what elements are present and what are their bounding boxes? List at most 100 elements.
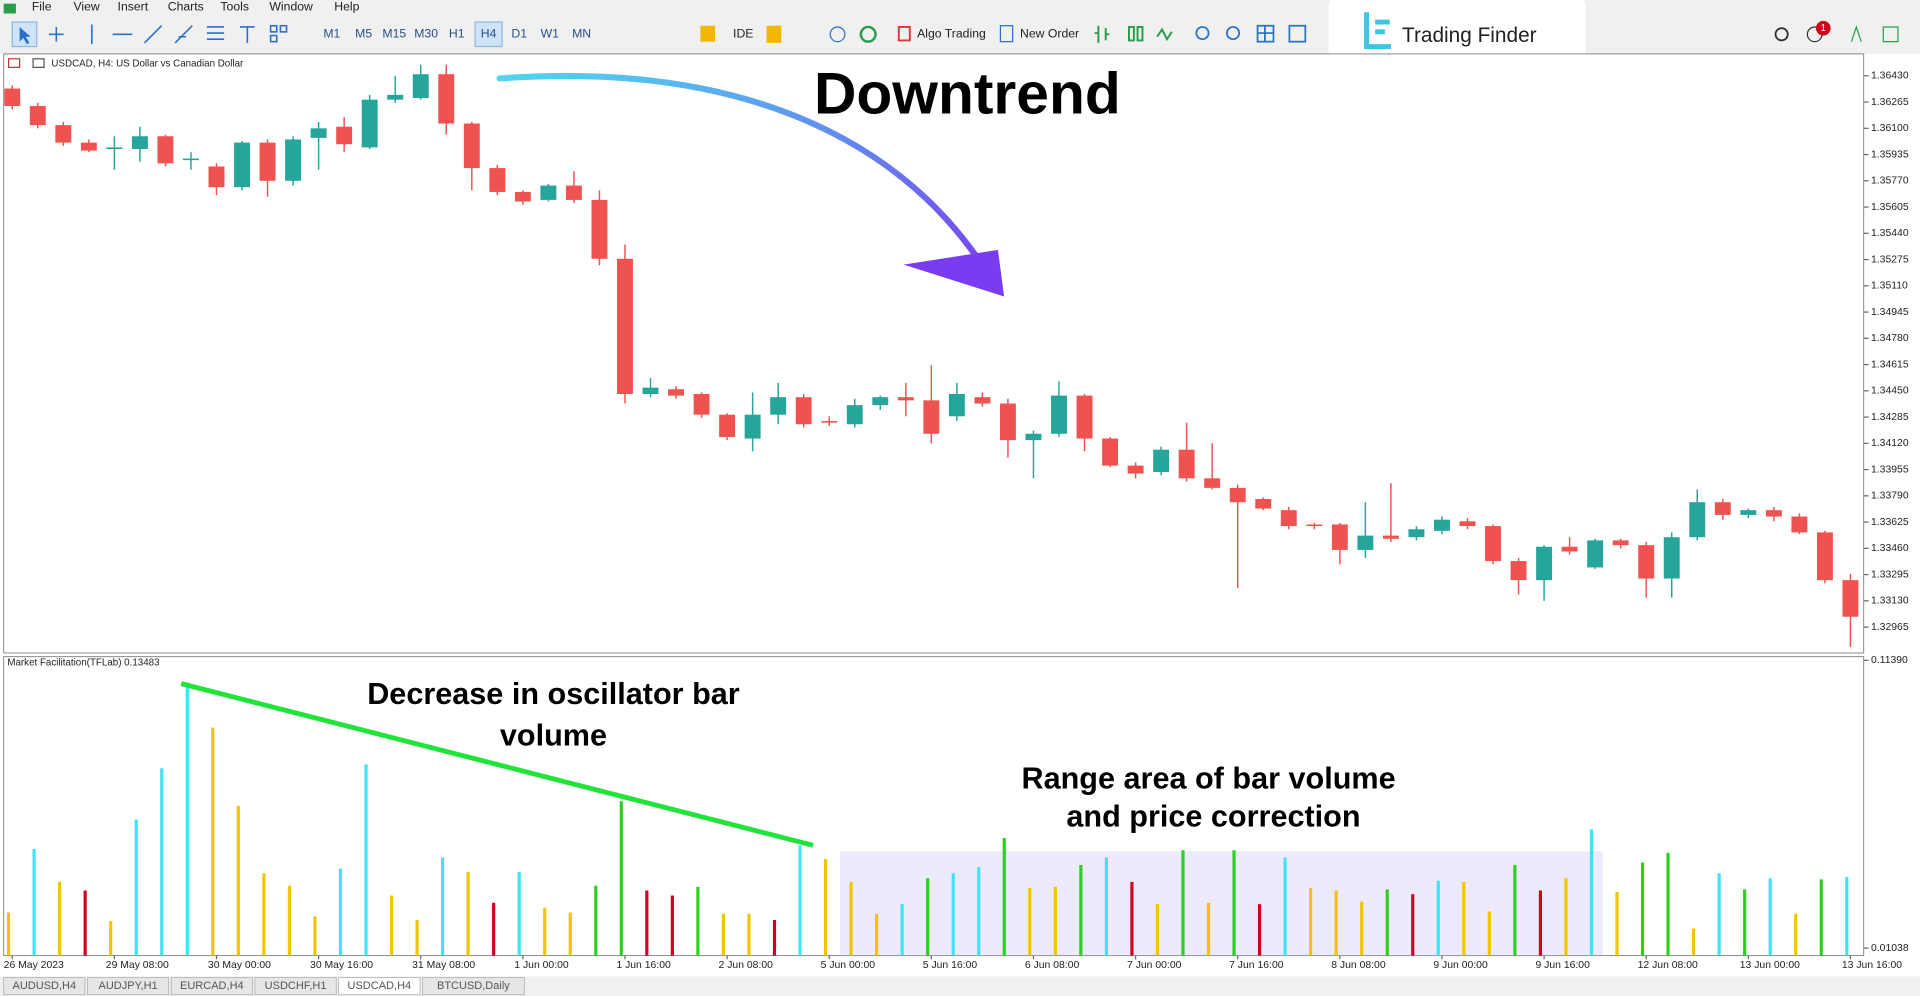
candle-body xyxy=(1357,535,1374,550)
candle-body xyxy=(336,126,353,145)
timeframe-button[interactable]: H1 xyxy=(449,27,465,41)
candle-body xyxy=(693,394,710,415)
candle-body xyxy=(285,139,302,181)
timeframe-button[interactable]: M15 xyxy=(382,27,406,41)
x-tick-label: 5 Jun 00:00 xyxy=(821,960,876,971)
menu-item[interactable]: Help xyxy=(334,0,359,14)
signal-icons xyxy=(1850,25,1899,43)
candle-body xyxy=(1740,510,1757,515)
candle-body xyxy=(1765,510,1782,517)
candle-body xyxy=(1689,502,1706,538)
tab[interactable] xyxy=(3,977,86,996)
x-tick-label: 12 Jun 08:00 xyxy=(1638,960,1698,971)
y-tick-label: 1.34945 xyxy=(1871,307,1909,318)
menu-item[interactable]: View xyxy=(73,0,99,14)
timeframe-button[interactable]: MN xyxy=(572,27,591,41)
candle-body xyxy=(591,199,608,259)
order-icon xyxy=(999,25,1014,43)
tab-label: EURCAD,H4 xyxy=(180,980,244,992)
menu-item[interactable]: Insert xyxy=(118,0,149,14)
x-tick-label: 1 Jun 16:00 xyxy=(616,960,671,971)
new-order-button[interactable]: New Order xyxy=(1020,27,1079,41)
cursor-icon xyxy=(19,26,31,45)
x-tick-label: 13 Jun 00:00 xyxy=(1740,960,1800,971)
tab-label: USDCHF,H1 xyxy=(265,980,327,992)
menu-item[interactable]: Tools xyxy=(220,0,249,14)
x-tick-label: 30 May 00:00 xyxy=(208,960,271,971)
tab[interactable] xyxy=(254,977,337,996)
tab[interactable] xyxy=(422,977,525,996)
y-tick-label: 1.34450 xyxy=(1871,386,1909,397)
x-tick-label: 2 Jun 08:00 xyxy=(719,960,774,971)
chart-type-icons xyxy=(1094,25,1173,43)
candle-body xyxy=(565,185,582,200)
menu-item[interactable]: Window xyxy=(269,0,313,14)
tab[interactable] xyxy=(338,977,421,996)
menu-item[interactable]: Charts xyxy=(168,0,204,14)
candle-body xyxy=(259,142,276,181)
candle-body xyxy=(1536,546,1553,581)
ide-button[interactable]: IDE xyxy=(733,27,753,41)
candle-body xyxy=(1102,438,1119,466)
store-icon xyxy=(766,25,782,43)
active-timeframe xyxy=(474,21,503,48)
candle-body xyxy=(1255,499,1272,509)
x-tick-label: 26 May 2023 xyxy=(4,960,64,971)
candle-body xyxy=(1485,526,1501,562)
menu-item[interactable]: File xyxy=(32,0,52,14)
tab[interactable] xyxy=(170,977,253,996)
candle-body xyxy=(1280,510,1297,527)
arrow-head xyxy=(903,249,1005,297)
y-tick-label: 1.36265 xyxy=(1871,97,1909,108)
candle-body xyxy=(1612,540,1629,546)
algo-trading-button[interactable]: Algo Trading xyxy=(917,27,986,41)
candle-body xyxy=(106,147,123,149)
y-tick-label: 1.33790 xyxy=(1871,491,1909,502)
annotation: Range area of bar volume xyxy=(1022,761,1396,795)
badge-count: 1 xyxy=(1821,23,1826,34)
annotation: Decrease in oscillator bar xyxy=(367,677,740,711)
candle-body xyxy=(617,258,633,395)
candle-body xyxy=(846,405,863,425)
timeframe-button[interactable]: W1 xyxy=(541,27,560,41)
candle-body xyxy=(642,387,659,395)
candle-body xyxy=(1587,540,1604,568)
candle-body xyxy=(770,397,787,415)
y-tick-label: 1.33295 xyxy=(1871,569,1909,580)
toolbar-bg xyxy=(0,0,1920,54)
candle-body xyxy=(489,168,506,192)
y-tick-label: 1.33625 xyxy=(1871,517,1909,528)
x-tick-label: 31 May 08:00 xyxy=(412,960,475,971)
timeframe-button[interactable]: H4 xyxy=(481,27,497,41)
downtrend-arrow xyxy=(496,72,998,288)
candle-body xyxy=(80,142,97,151)
candle-body xyxy=(29,106,46,126)
y-tick-label: 0.11390 xyxy=(1871,655,1908,666)
candle-body xyxy=(1178,449,1195,479)
candle-body xyxy=(540,185,557,200)
x-tick-label: 7 Jun 16:00 xyxy=(1229,960,1284,971)
y-tick-label: 1.36430 xyxy=(1871,71,1909,82)
candle-body xyxy=(1638,545,1655,579)
oscillator-pane xyxy=(3,656,1865,957)
tab[interactable] xyxy=(87,977,170,996)
timeframe-button[interactable]: M30 xyxy=(414,27,438,41)
timeframe-button[interactable]: D1 xyxy=(511,27,527,41)
y-tick-label: 1.33130 xyxy=(1871,596,1909,607)
symbol-icon xyxy=(32,58,45,68)
x-tick-label: 30 May 16:00 xyxy=(310,960,373,971)
y-tick-label: 1.34285 xyxy=(1871,412,1909,423)
timeframe-button[interactable]: M1 xyxy=(323,27,340,41)
candle-body xyxy=(1842,580,1859,617)
candle-body xyxy=(1459,521,1476,527)
candle-body xyxy=(1025,433,1042,441)
search-icon[interactable] xyxy=(1774,27,1789,42)
candle-body xyxy=(1306,524,1323,527)
y-tick-label: 1.33460 xyxy=(1871,543,1909,554)
y-tick-label: 1.35605 xyxy=(1871,202,1909,213)
trend-line xyxy=(180,681,814,848)
candle-body xyxy=(1204,478,1221,488)
timeframe-button[interactable]: M5 xyxy=(355,27,372,41)
